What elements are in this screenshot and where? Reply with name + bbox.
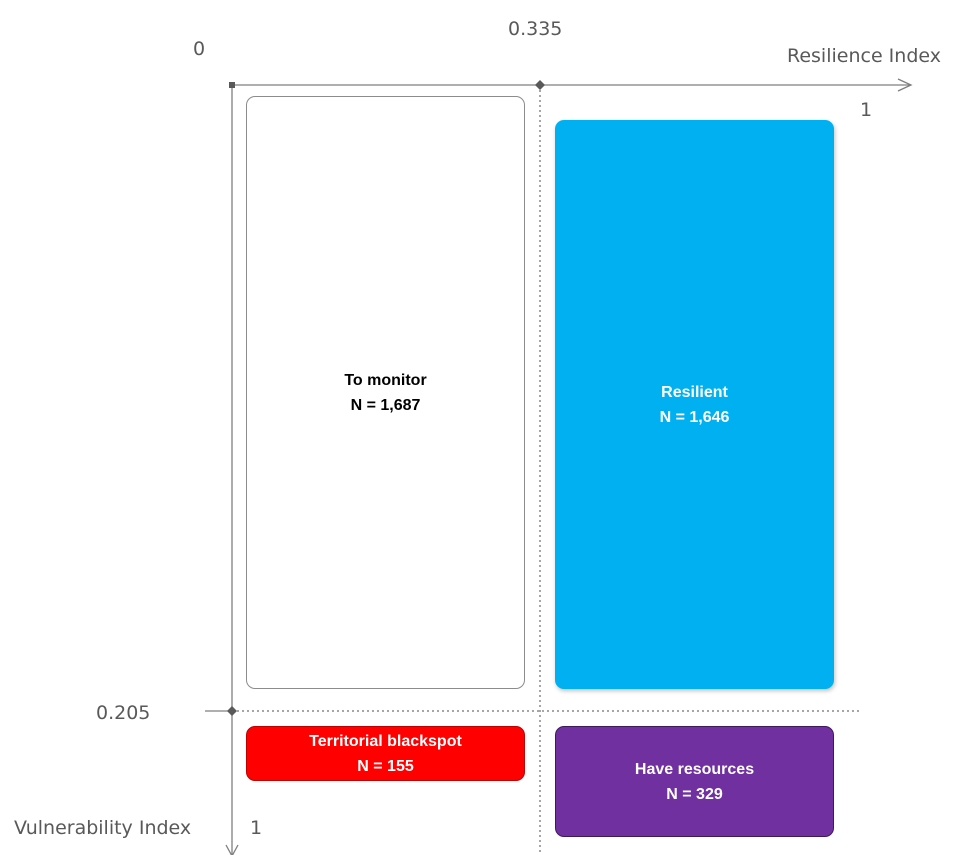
y-axis-end-label: 1 [250, 817, 263, 839]
y-axis-threshold-label: 0.205 [96, 702, 151, 724]
x-axis-arrowhead [897, 78, 913, 92]
quadrant-resilient-count: N = 1,646 [659, 408, 730, 426]
quadrant-to-monitor: To monitor N = 1,687 [246, 96, 525, 689]
x-axis-threshold-label: 0.335 [508, 18, 563, 40]
origin-marker [229, 82, 235, 88]
quadrant-to-monitor-name: To monitor [344, 371, 427, 389]
y-threshold-marker [227, 706, 237, 716]
quadrant-have-resources: Have resources N = 329 [555, 726, 834, 837]
quadrant-territorial-blackspot: Territorial blackspot N = 155 [246, 726, 525, 781]
quadrant-resilient-name: Resilient [661, 383, 728, 401]
y-axis-title: Vulnerability Index [14, 817, 192, 839]
quadrant-to-monitor-count: N = 1,687 [350, 396, 421, 414]
quadrant-resilient: Resilient N = 1,646 [555, 120, 834, 689]
quadrant-have-resources-name: Have resources [634, 760, 755, 778]
quadrant-territorial-blackspot-name: Territorial blackspot [309, 732, 462, 750]
x-axis-end-label: 1 [860, 99, 873, 121]
x-axis-title: Resilience Index [787, 45, 941, 67]
quadrant-territorial-blackspot-count: N = 155 [357, 757, 414, 775]
quadrant-have-resources-count: N = 329 [666, 785, 723, 803]
y-axis-arrowhead [225, 844, 239, 855]
x-threshold-marker [535, 80, 545, 90]
x-axis-origin-label: 0 [193, 38, 206, 60]
